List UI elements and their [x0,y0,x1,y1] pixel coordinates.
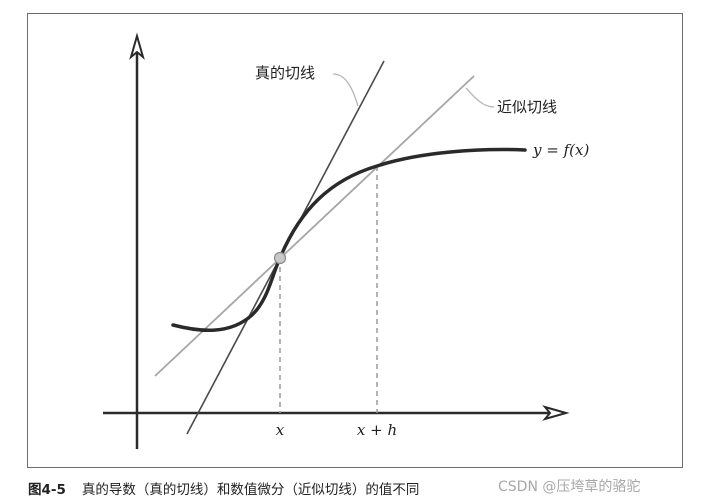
caption-text: 真的导数（真的切线）和数值微分（近似切线）的值不同 [81,482,420,498]
figure-caption: 图4-5 真的导数（真的切线）和数值微分（近似切线）的值不同 [28,478,419,498]
approximate-tangent-line [154,75,475,377]
true-tangent-label: 真的切线 [255,64,315,82]
figure-frame [27,13,683,468]
curve-f [171,147,527,333]
curve-label: y = f(x) [532,141,589,159]
true-tangent-leader [332,73,359,107]
tangent-diagram: 真的切线 近似切线 y = f(x) x x + h [103,32,589,449]
xh-tick-label: x + h [357,421,397,439]
approx-tangent-label: 近似切线 [497,98,557,116]
approx-tangent-leader [465,87,495,108]
tangent-point [273,251,287,265]
y-axis-arrow [129,32,145,60]
x-tick-label: x [276,421,285,439]
figure-number: 图4-5 [28,482,66,498]
x-axis-arrow [542,405,570,421]
watermark: CSDN @压垮草的骆驼 [498,479,641,495]
